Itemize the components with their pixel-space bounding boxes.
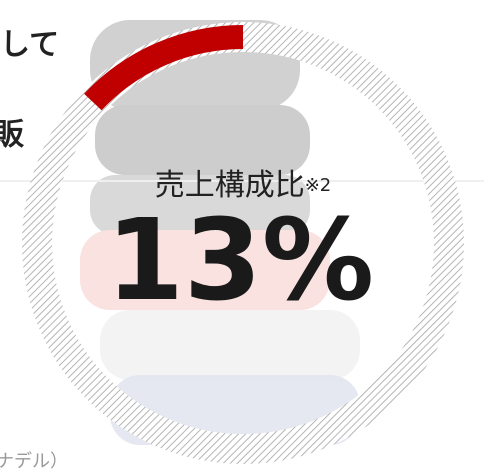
value-label: 13% [106,196,374,326]
donut-segment [84,25,244,111]
title-note: ※2 [305,175,332,196]
chart-title-group: 売上構成比※2 [155,168,332,203]
cropped-caption: ナデル） [0,451,68,469]
cropped-heading: して [0,28,59,63]
chart-title: 売上構成比 [155,168,305,203]
cropped-heading: 販 [0,118,25,153]
